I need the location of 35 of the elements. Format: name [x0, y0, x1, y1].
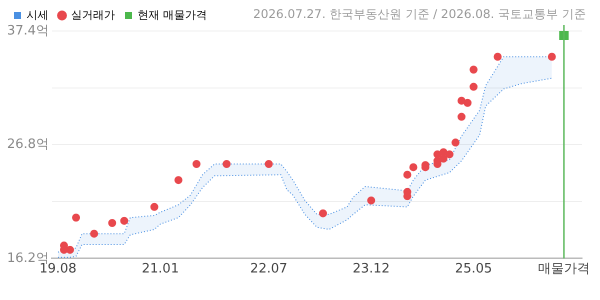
point — [470, 82, 478, 91]
point — [192, 160, 201, 168]
point — [494, 52, 502, 61]
point — [367, 196, 376, 204]
y-tick-label: 37.4억 — [6, 23, 49, 38]
x-tick-label: 19.08 — [39, 262, 77, 277]
x-tick-label: 25.05 — [454, 262, 492, 277]
point — [464, 98, 472, 107]
point — [150, 202, 158, 211]
point — [458, 112, 466, 121]
text: 2026.07.27. 한국부동산원 기준 / 2026.08. 국토교통부 기준 — [253, 6, 586, 23]
x-tick-label: 23.12 — [352, 262, 390, 277]
point — [222, 160, 231, 168]
legend-label: 실거래가 — [71, 8, 115, 22]
point — [318, 209, 327, 218]
point — [108, 219, 116, 228]
point — [452, 138, 460, 147]
x-tick-label: 21.01 — [142, 262, 179, 277]
point — [445, 150, 454, 158]
point — [403, 170, 412, 179]
point — [409, 163, 418, 172]
point — [470, 66, 478, 74]
point — [439, 154, 448, 163]
legend-label: 현재 매물가격 — [138, 8, 207, 22]
x-tick-label: 매물가격 — [538, 262, 590, 277]
x-tick-label: 22.07 — [250, 262, 288, 277]
legend-label: 시세 — [26, 8, 48, 22]
point — [90, 230, 98, 238]
point — [264, 160, 273, 168]
point — [548, 52, 556, 61]
point — [174, 176, 182, 184]
point — [72, 214, 80, 222]
point — [66, 246, 74, 254]
point — [120, 216, 128, 225]
y-tick-label: 26.8억 — [6, 137, 49, 152]
